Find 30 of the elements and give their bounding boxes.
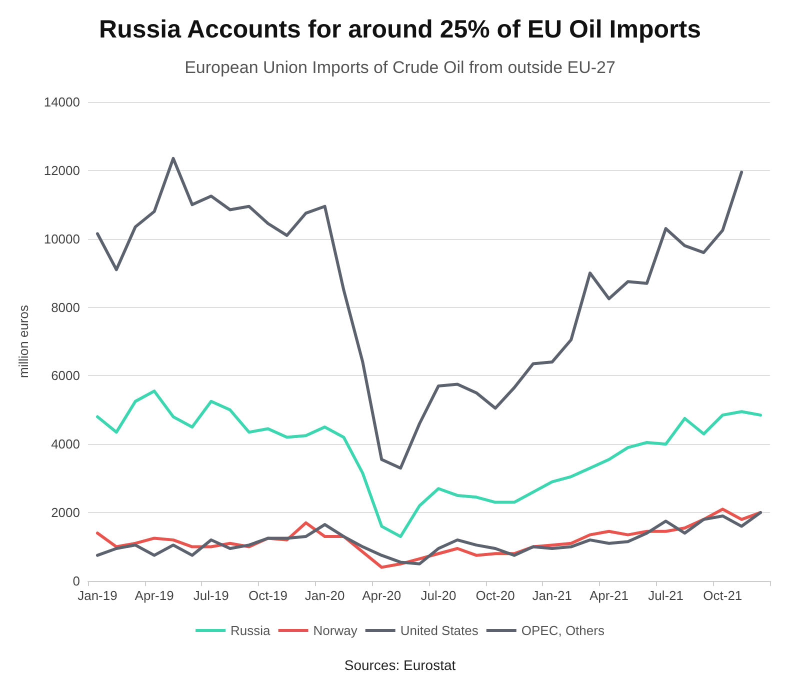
y-tick-label: 4000 [51,436,80,452]
chart-title: Russia Accounts for around 25% of EU Oil Imports [99,16,701,44]
x-tick-label: Apr-21 [589,588,628,603]
y-axis-title: million euros [16,304,31,378]
x-tick-label: Jul-20 [420,588,456,603]
y-tick-label: 10000 [44,231,80,246]
y-tick-label: 12000 [44,162,80,178]
legend-label: OPEC, Others [521,623,605,638]
legend-label: United States [400,623,479,638]
y-tick-label: 0 [72,574,80,588]
x-tick-label: Jul-21 [648,588,684,603]
y-tick-label: 6000 [51,368,80,384]
x-tick-label: Apr-19 [134,588,174,603]
x-tick-label: Oct-20 [476,588,515,603]
x-tick-label: Apr-20 [362,588,402,603]
line-series [96,156,744,470]
x-tick-label: Oct-21 [703,588,742,603]
y-tick-label: 8000 [51,300,80,315]
x-tick-label: Jul-19 [193,588,229,603]
y-tick-label: 14000 [44,94,80,110]
chart-subtitle: European Union Imports of Crude Oil from outside EU-27 [184,58,616,77]
legend-label: Norway [313,623,358,638]
y-tick-label: 2000 [51,505,80,520]
source-note: Sources: Eurostat [344,657,456,673]
x-tick-label: Jan-20 [304,588,345,603]
legend-label: Russia [230,623,272,638]
x-tick-label: Oct-19 [248,588,288,603]
x-tick-label: Jan-19 [78,588,118,603]
line-series [96,390,762,538]
x-tick-label: Jan-21 [532,588,572,603]
